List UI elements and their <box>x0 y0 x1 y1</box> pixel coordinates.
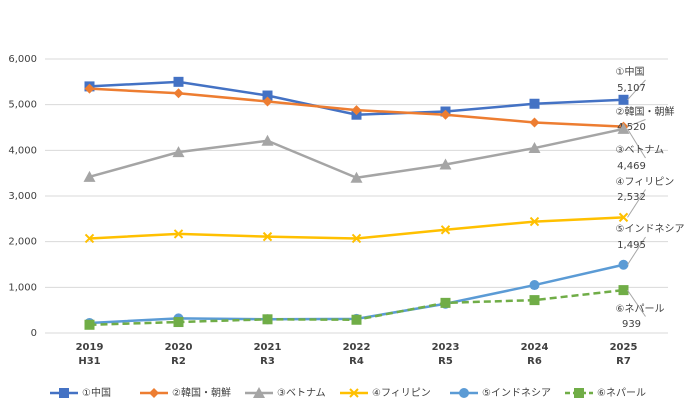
y-tick-label: 0 <box>31 328 37 339</box>
legend-label: ③ベトナム <box>277 387 326 399</box>
y-tick-label: 5,000 <box>8 100 37 111</box>
legend-label: ⑤インドネシア <box>482 387 551 399</box>
legend-marker <box>574 388 584 398</box>
x-tick-label: 2022 <box>343 342 371 353</box>
data-label: 2,532 <box>617 192 646 203</box>
legend-marker <box>349 388 359 398</box>
leader-line <box>627 79 646 101</box>
x-tick-sublabel: R5 <box>438 356 453 367</box>
end-series-label: ①中国 <box>616 65 645 78</box>
end-series-label: ⑥ネパール <box>616 303 665 315</box>
y-tick-label: 6,000 <box>8 54 37 65</box>
data-point <box>528 142 541 154</box>
data-point <box>262 231 273 242</box>
data-point <box>84 83 95 94</box>
x-tick-label: 2020 <box>165 342 193 353</box>
data-point <box>618 212 629 223</box>
x-tick-sublabel: R6 <box>527 356 542 367</box>
y-tick-label: 1,000 <box>8 282 37 293</box>
x-tick-label: 2024 <box>521 342 549 353</box>
data-point <box>262 314 273 325</box>
data-point <box>172 146 185 158</box>
x-tick-sublabel: R4 <box>349 356 364 367</box>
data-point <box>351 314 362 325</box>
data-point <box>529 216 540 227</box>
legend-label: ②韓国・朝鮮 <box>172 386 231 399</box>
data-point <box>439 158 452 170</box>
legend-marker <box>253 387 265 398</box>
end-series-label: ②韓国・朝鮮 <box>616 105 675 118</box>
legend-marker <box>459 388 469 398</box>
data-point <box>617 122 630 134</box>
data-label: 4,520 <box>617 122 646 133</box>
x-tick-sublabel: H31 <box>78 356 100 367</box>
data-point <box>84 233 95 244</box>
leader-line <box>627 289 646 317</box>
data-point <box>173 229 184 239</box>
y-tick-label: 3,000 <box>8 191 37 202</box>
data-point <box>529 117 540 128</box>
data-label: 1,495 <box>617 240 646 251</box>
legend-marker <box>149 388 159 398</box>
data-point <box>618 285 629 296</box>
data-label: 4,469 <box>617 161 646 172</box>
data-point <box>262 90 273 101</box>
data-point <box>529 98 540 109</box>
data-point <box>262 96 273 107</box>
leader-line <box>627 119 646 128</box>
data-point <box>84 319 95 330</box>
data-point <box>618 94 629 105</box>
legend-label: ④フィリピン <box>372 387 431 399</box>
data-point <box>440 297 451 308</box>
data-point <box>83 170 96 182</box>
end-series-label: ⑤インドネシア <box>616 223 685 235</box>
data-point <box>440 109 451 120</box>
end-series-label: ③ベトナム <box>616 144 665 156</box>
leader-line <box>627 128 646 159</box>
data-point <box>173 76 184 87</box>
data-point <box>351 105 362 116</box>
data-label: 5,107 <box>617 83 646 94</box>
data-label: 939 <box>622 319 641 330</box>
x-tick-sublabel: R7 <box>616 356 631 367</box>
y-tick-label: 2,000 <box>8 237 37 248</box>
data-point <box>350 171 363 183</box>
leader-line <box>627 189 646 218</box>
leader-line <box>627 236 646 266</box>
end-series-label: ④フィリピン <box>616 176 675 188</box>
data-point <box>529 295 540 306</box>
y-tick-label: 4,000 <box>8 145 37 156</box>
data-point <box>351 233 362 244</box>
x-tick-sublabel: R2 <box>171 356 186 367</box>
legend-label: ①中国 <box>82 386 111 399</box>
data-point <box>618 259 629 270</box>
data-point <box>261 134 274 146</box>
x-tick-label: 2025 <box>610 342 638 353</box>
data-point <box>173 88 184 99</box>
data-point <box>173 317 184 328</box>
data-point <box>529 280 540 291</box>
x-tick-label: 2023 <box>432 342 460 353</box>
x-tick-label: 2019 <box>76 342 104 353</box>
x-tick-label: 2021 <box>254 342 282 353</box>
data-point <box>440 225 451 235</box>
legend-marker <box>59 388 69 398</box>
series-line <box>89 127 624 180</box>
x-tick-sublabel: R3 <box>260 356 275 367</box>
series-line <box>89 216 624 240</box>
legend-label: ⑥ネパール <box>597 387 646 399</box>
